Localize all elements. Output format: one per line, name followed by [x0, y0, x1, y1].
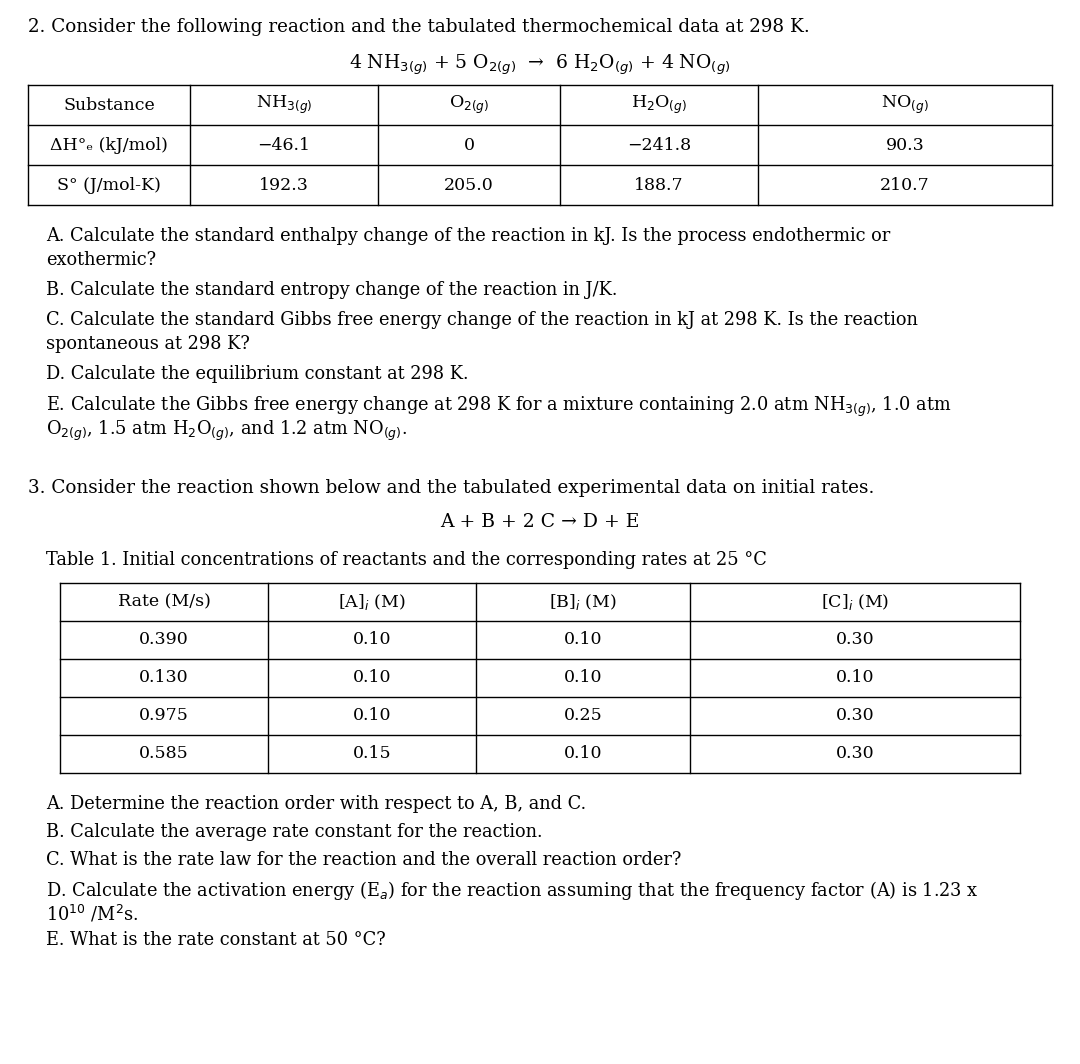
Text: E. What is the rate constant at 50 °C?: E. What is the rate constant at 50 °C?: [46, 931, 386, 949]
Text: Rate (M/s): Rate (M/s): [118, 594, 211, 611]
Text: A. Determine the reaction order with respect to A, B, and C.: A. Determine the reaction order with res…: [46, 795, 586, 813]
Text: 0.30: 0.30: [836, 746, 875, 763]
Text: NO$_{(g)}$: NO$_{(g)}$: [881, 94, 929, 116]
Text: O$_{2(g)}$: O$_{2(g)}$: [449, 94, 489, 116]
Text: C. What is the rate law for the reaction and the overall reaction order?: C. What is the rate law for the reaction…: [46, 851, 681, 869]
Text: 0.10: 0.10: [353, 632, 391, 648]
Text: B. Calculate the standard entropy change of the reaction in J/K.: B. Calculate the standard entropy change…: [46, 281, 618, 299]
Text: Substance: Substance: [63, 97, 154, 114]
Text: [C]$_i$ (M): [C]$_i$ (M): [821, 592, 889, 612]
Text: 2. Consider the following reaction and the tabulated thermochemical data at 298 : 2. Consider the following reaction and t…: [28, 18, 810, 36]
Text: NH$_{3(g)}$: NH$_{3(g)}$: [256, 94, 312, 116]
Text: B. Calculate the average rate constant for the reaction.: B. Calculate the average rate constant f…: [46, 822, 542, 841]
Text: 205.0: 205.0: [444, 177, 494, 194]
Text: 4 NH$_{3(g)}$ + 5 O$_{2(g)}$  →  6 H$_2$O$_{(g)}$ + 4 NO$_{(g)}$: 4 NH$_{3(g)}$ + 5 O$_{2(g)}$ → 6 H$_2$O$…: [349, 52, 731, 77]
Text: 0.975: 0.975: [139, 708, 189, 725]
Text: [B]$_i$ (M): [B]$_i$ (M): [549, 592, 617, 612]
Text: E. Calculate the Gibbs free energy change at 298 K for a mixture containing 2.0 : E. Calculate the Gibbs free energy chang…: [46, 395, 951, 419]
Text: D. Calculate the equilibrium constant at 298 K.: D. Calculate the equilibrium constant at…: [46, 365, 469, 383]
Text: 0.585: 0.585: [139, 746, 189, 763]
Text: 0.30: 0.30: [836, 632, 875, 648]
Text: 90.3: 90.3: [886, 136, 924, 153]
Text: 0.30: 0.30: [836, 708, 875, 725]
Text: A + B + 2 C → D + E: A + B + 2 C → D + E: [441, 513, 639, 531]
Text: 210.7: 210.7: [880, 177, 930, 194]
Text: C. Calculate the standard Gibbs free energy change of the reaction in kJ at 298 : C. Calculate the standard Gibbs free ene…: [46, 311, 918, 329]
Text: exothermic?: exothermic?: [46, 251, 157, 269]
Text: 192.3: 192.3: [259, 177, 309, 194]
Text: spontaneous at 298 K?: spontaneous at 298 K?: [46, 335, 249, 353]
Text: 0.10: 0.10: [353, 669, 391, 686]
Text: [A]$_i$ (M): [A]$_i$ (M): [338, 592, 406, 612]
Text: 10$^{10}$ /M$^2$s.: 10$^{10}$ /M$^2$s.: [46, 903, 138, 925]
Text: 0.130: 0.130: [139, 669, 189, 686]
Text: 0.10: 0.10: [564, 669, 603, 686]
Text: A. Calculate the standard enthalpy change of the reaction in kJ. Is the process : A. Calculate the standard enthalpy chang…: [46, 227, 890, 245]
Text: S° (J/mol-K): S° (J/mol-K): [57, 177, 161, 194]
Text: 0.10: 0.10: [564, 746, 603, 763]
Text: 3. Consider the reaction shown below and the tabulated experimental data on init: 3. Consider the reaction shown below and…: [28, 479, 875, 497]
Text: −241.8: −241.8: [626, 136, 691, 153]
Text: O$_{2(g)}$, 1.5 atm H$_2$O$_{(g)}$, and 1.2 atm NO$_{(g)}$.: O$_{2(g)}$, 1.5 atm H$_2$O$_{(g)}$, and …: [46, 419, 407, 444]
Text: Table 1. Initial concentrations of reactants and the corresponding rates at 25 °: Table 1. Initial concentrations of react…: [46, 551, 767, 569]
Text: 0: 0: [463, 136, 474, 153]
Text: 0.390: 0.390: [139, 632, 189, 648]
Text: 0.10: 0.10: [564, 632, 603, 648]
Text: 0.15: 0.15: [353, 746, 391, 763]
Text: 0.10: 0.10: [836, 669, 874, 686]
Text: 0.10: 0.10: [353, 708, 391, 725]
Text: 188.7: 188.7: [634, 177, 684, 194]
Text: D. Calculate the activation energy (E$_a$) for the reaction assuming that the fr: D. Calculate the activation energy (E$_a…: [46, 879, 978, 902]
Text: 0.25: 0.25: [564, 708, 603, 725]
Text: −46.1: −46.1: [257, 136, 311, 153]
Text: H$_2$O$_{(g)}$: H$_2$O$_{(g)}$: [631, 94, 687, 116]
Text: ΔH°ₑ (kJ/mol): ΔH°ₑ (kJ/mol): [50, 136, 167, 153]
